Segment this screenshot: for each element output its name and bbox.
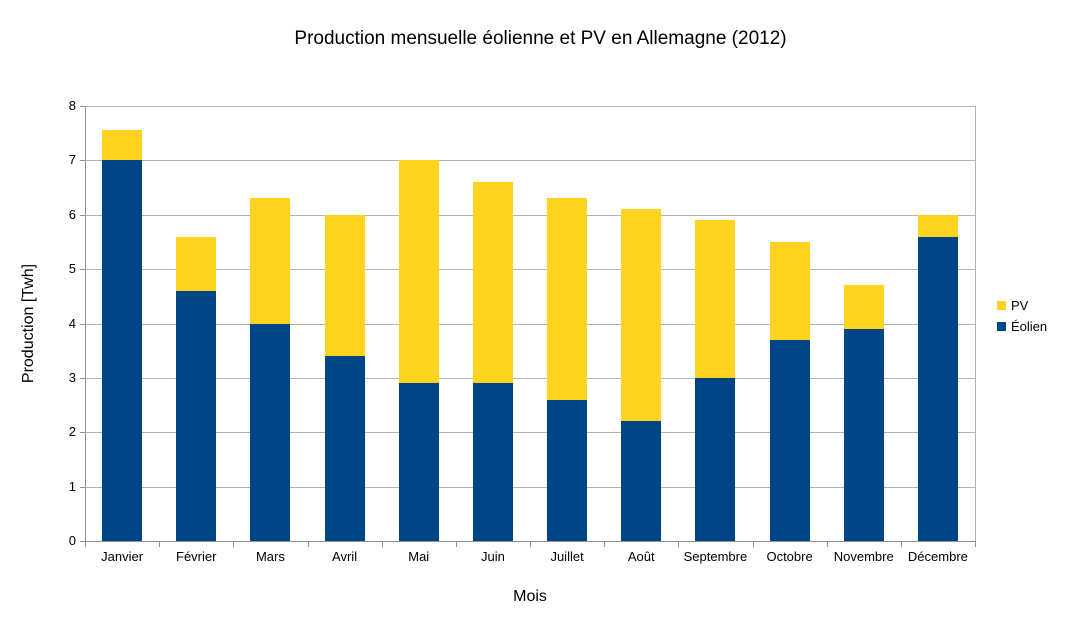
x-tick-label: Octobre [766,549,813,564]
bar-segment-éolien [621,421,662,541]
bar-segment-éolien [324,356,365,541]
gridline-y-3 [85,377,976,379]
bar-segment-pv [472,182,513,384]
bar-segment-pv [102,130,143,161]
legend-label: PV [1011,297,1029,313]
x-tick [975,542,976,547]
bar-segment-éolien [547,399,588,541]
bar-segment-pv [547,198,588,400]
gridline-y-4 [85,323,976,325]
x-axis-line [85,541,976,542]
y-tick-label: 0 [68,533,76,548]
y-tick [80,106,85,107]
bar-segment-pv [398,160,439,384]
y-tick [80,432,85,434]
bar-segment-éolien [472,383,513,541]
y-tick [80,269,85,271]
legend-label: Éolien [1011,318,1048,334]
bar-segment-éolien [769,339,810,541]
x-tick [678,542,680,547]
bar-segment-éolien [250,323,291,541]
legend-swatch-icon [997,322,1006,331]
bar-segment-pv [621,209,662,422]
x-tick [233,542,235,547]
legend-swatch-icon [997,301,1006,310]
y-tick-label: 4 [68,315,76,331]
legend-item-pv: PV [997,295,1047,316]
bar-segment-pv [917,214,958,237]
bar-segment-éolien [843,328,884,541]
y-tick-label: 1 [68,478,76,494]
legend: PV Éolien [997,295,1047,337]
legend-item-éolien: Éolien [997,316,1047,337]
chart-title: Production mensuelle éolienne et PV en A… [294,28,787,49]
x-tick [159,542,161,547]
bar-segment-éolien [917,236,958,541]
x-tick [381,542,383,547]
x-tick-label: Mars [255,549,285,564]
y-tick [80,377,85,379]
gridline-y-1 [85,486,976,488]
bar-segment-pv [250,198,291,324]
x-tick-label: Juillet [550,549,584,564]
plot-area: 0 1 2 3 4 5 6 7 8 Janvier Février Mars Avril Mai Juin J… [69,98,976,564]
x-tick-label: Janvier [101,549,144,564]
x-tick [307,542,309,547]
bar-segment-pv [695,220,736,378]
bar-segment-éolien [176,290,217,541]
bar-segment-éolien [102,160,143,541]
gridline-y-5 [85,269,976,271]
x-tick [604,542,606,547]
x-tick [530,542,531,547]
bar-segment-éolien [398,383,439,541]
y-tick [80,486,85,488]
y-tick-label: 7 [68,152,76,168]
bar-segment-pv [176,236,217,291]
y-tick [80,323,85,325]
x-tick-label: Mai [408,549,430,564]
x-tick [752,542,754,547]
y-tick-label: 6 [68,206,76,222]
x-tick-label: Juin [480,549,505,564]
gridline-y-7 [85,160,976,162]
y-tick [80,160,85,162]
x-tick [900,542,902,547]
x-tick [455,542,457,547]
x-tick-label: Février [176,549,217,564]
gridline-y-2 [85,432,976,434]
y-tick-label: 2 [68,424,76,440]
x-tick-label: Novembre [833,549,894,564]
y-axis-title: Production [Twh] [20,263,37,384]
bar-segment-pv [769,241,810,340]
y-tick-label: 8 [68,98,76,113]
x-axis-title: Mois [513,588,547,605]
bar-segment-pv [324,214,365,357]
bar-segment-pv [843,285,884,329]
gridline-y-6 [85,214,976,216]
x-tick-label: Août [627,549,655,564]
y-tick [80,541,85,542]
y-tick [80,214,85,216]
gridline-y-8 [85,106,976,107]
x-tick-label: Avril [332,549,358,564]
x-tick-label: Décembre [907,549,968,564]
y-tick-label: 3 [68,369,76,385]
x-tick [826,542,828,547]
y-tick-label: 5 [68,261,76,277]
bar-segment-éolien [695,377,736,541]
x-tick-label: Septembre [683,549,748,564]
x-tick [85,542,86,547]
